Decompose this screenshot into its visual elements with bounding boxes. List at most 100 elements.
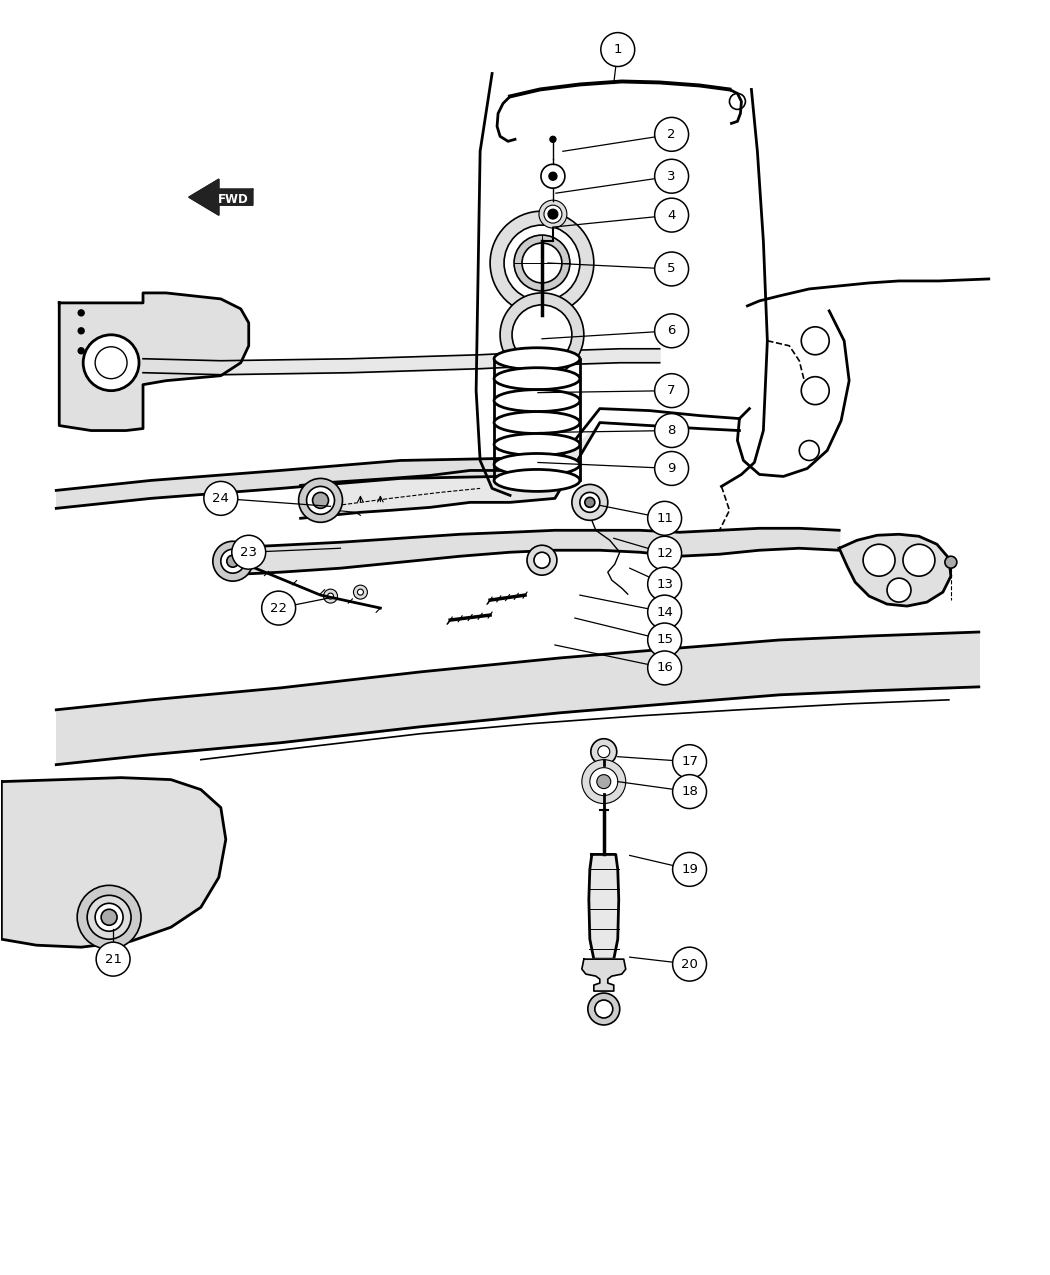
Circle shape [648, 595, 681, 629]
Circle shape [903, 544, 934, 576]
Circle shape [654, 413, 689, 448]
Circle shape [83, 335, 139, 390]
Circle shape [548, 209, 558, 219]
Circle shape [500, 293, 584, 376]
Circle shape [96, 903, 123, 931]
Circle shape [298, 478, 342, 523]
Circle shape [887, 578, 911, 602]
Circle shape [588, 993, 619, 1025]
Circle shape [512, 305, 572, 365]
Circle shape [648, 537, 681, 570]
Circle shape [78, 885, 141, 949]
Circle shape [673, 745, 707, 779]
Text: 13: 13 [656, 578, 673, 590]
Circle shape [673, 947, 707, 980]
Circle shape [550, 136, 555, 143]
Circle shape [313, 492, 329, 509]
Circle shape [213, 542, 253, 581]
Circle shape [541, 164, 565, 189]
Circle shape [580, 492, 600, 513]
Polygon shape [589, 854, 618, 959]
Text: 7: 7 [668, 384, 676, 397]
Circle shape [78, 328, 84, 334]
Circle shape [799, 441, 819, 460]
Text: 16: 16 [656, 662, 673, 674]
Circle shape [328, 593, 334, 599]
Text: 23: 23 [240, 546, 257, 558]
Circle shape [204, 482, 237, 515]
Circle shape [648, 652, 681, 685]
Circle shape [582, 760, 626, 803]
Text: 24: 24 [212, 492, 229, 505]
Circle shape [596, 775, 611, 789]
Circle shape [648, 567, 681, 601]
Circle shape [654, 374, 689, 408]
Ellipse shape [495, 390, 580, 412]
Circle shape [87, 895, 131, 940]
Text: 14: 14 [656, 606, 673, 618]
Polygon shape [59, 293, 249, 431]
Circle shape [673, 853, 707, 886]
Circle shape [504, 226, 580, 301]
Text: 15: 15 [656, 634, 673, 646]
Circle shape [357, 589, 363, 595]
Polygon shape [1, 778, 226, 947]
Circle shape [601, 33, 634, 66]
Text: 9: 9 [668, 462, 676, 476]
Circle shape [101, 909, 118, 926]
Circle shape [323, 589, 337, 603]
Circle shape [78, 310, 84, 316]
Circle shape [78, 348, 84, 353]
Circle shape [534, 552, 550, 569]
Circle shape [307, 486, 335, 514]
Circle shape [549, 172, 556, 180]
Text: 20: 20 [681, 958, 698, 970]
Text: 11: 11 [656, 511, 673, 525]
Circle shape [648, 501, 681, 536]
Text: 4: 4 [668, 209, 676, 222]
Circle shape [220, 550, 245, 574]
Text: 12: 12 [656, 547, 673, 560]
Circle shape [801, 326, 830, 354]
Ellipse shape [495, 348, 580, 370]
Circle shape [863, 544, 895, 576]
Text: 18: 18 [681, 785, 698, 798]
Text: 5: 5 [668, 263, 676, 275]
Circle shape [544, 205, 562, 223]
Circle shape [654, 451, 689, 486]
Circle shape [261, 592, 296, 625]
Circle shape [232, 536, 266, 569]
Circle shape [590, 768, 617, 796]
Text: 19: 19 [681, 863, 698, 876]
Text: 6: 6 [668, 324, 676, 338]
Text: FWD: FWD [217, 193, 248, 205]
Circle shape [648, 623, 681, 657]
Circle shape [227, 555, 238, 567]
Circle shape [522, 244, 562, 283]
Circle shape [654, 117, 689, 152]
Polygon shape [839, 534, 951, 606]
Text: 8: 8 [668, 425, 676, 437]
Text: 22: 22 [270, 602, 287, 615]
Circle shape [654, 252, 689, 286]
Circle shape [97, 942, 130, 977]
Circle shape [539, 200, 567, 228]
Circle shape [591, 738, 616, 765]
Text: 1: 1 [613, 43, 622, 56]
Circle shape [945, 556, 957, 569]
Ellipse shape [495, 412, 580, 434]
Polygon shape [189, 180, 253, 215]
Circle shape [514, 235, 570, 291]
Ellipse shape [495, 469, 580, 491]
Circle shape [801, 376, 830, 404]
Circle shape [654, 159, 689, 194]
Circle shape [654, 314, 689, 348]
Circle shape [654, 198, 689, 232]
Text: 21: 21 [105, 952, 122, 965]
Circle shape [673, 775, 707, 808]
Ellipse shape [495, 434, 580, 455]
Ellipse shape [495, 367, 580, 390]
Circle shape [572, 484, 608, 520]
Text: 3: 3 [668, 170, 676, 182]
Text: 17: 17 [681, 755, 698, 768]
